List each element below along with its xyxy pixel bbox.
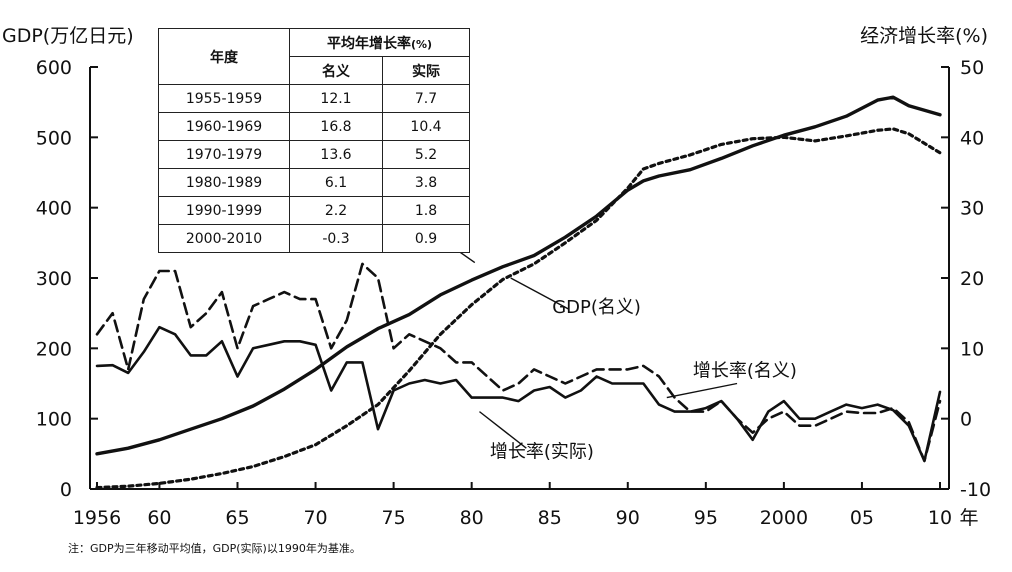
rate-header-unit: (%) <box>410 37 433 51</box>
series-line-1 <box>95 127 942 490</box>
left-tick-label: 0 <box>60 479 72 501</box>
right-tick-label: 10 <box>960 338 984 360</box>
table-cell-nominal: 13.6 <box>289 140 383 169</box>
x-tick-label: 95 <box>694 507 718 529</box>
x-tick-label: 70 <box>303 507 327 529</box>
table-cell-real: 0.9 <box>382 224 470 253</box>
table-cell-nominal: 2.2 <box>289 196 383 225</box>
table-cell-period: 2000-2010 <box>158 224 290 253</box>
right-tick-label: 30 <box>960 198 984 220</box>
axes: 0 100 200 300 400 500 600 -10 0 10 20 30 40 50 1956 60 6… <box>2 25 991 529</box>
series-line-0 <box>95 95 942 456</box>
table-row: 1990-1999 2.2 1.8 <box>158 196 470 225</box>
x-unit-label: 年 <box>959 507 978 529</box>
table-real-header: 实际 <box>382 56 470 85</box>
right-tick-label: 0 <box>960 409 972 431</box>
table-year-header: 年度 <box>158 28 290 85</box>
table-nominal-header: 名义 <box>289 56 383 85</box>
series-label: GDP(名义) <box>552 297 641 318</box>
x-tick-label: 90 <box>616 507 640 529</box>
table-cell-real: 7.7 <box>382 84 470 113</box>
table-cell-period: 1955-1959 <box>158 84 290 113</box>
table-cell-nominal: -0.3 <box>289 224 383 253</box>
table-cell-nominal: 12.1 <box>289 84 383 113</box>
table-cell-real: 5.2 <box>382 140 470 169</box>
right-tick-label: 20 <box>960 268 984 290</box>
table-cell-period: 1980-1989 <box>158 168 290 197</box>
growth-rate-table: 年度 平均年增长率(%) 名义 实际 1955-1959 12.1 7.7 19… <box>158 28 470 253</box>
x-tick-label: 75 <box>382 507 406 529</box>
table-cell-period: 1970-1979 <box>158 140 290 169</box>
chart-note: 注：GDP为三年移动平均值，GDP(实际)以1990年为基准。 <box>68 542 361 555</box>
table-rate-header: 平均年增长率(%) <box>289 28 470 57</box>
left-tick-label: 500 <box>36 127 72 149</box>
x-tick-label: 2000 <box>760 507 808 529</box>
table-cell-nominal: 16.8 <box>289 112 383 141</box>
series-layer <box>95 95 942 490</box>
left-tick-label: 300 <box>36 268 72 290</box>
x-tick-label: 1956 <box>73 507 121 529</box>
x-tick-label: 65 <box>225 507 249 529</box>
right-tick-label: 50 <box>960 57 984 79</box>
left-tick-label: 200 <box>36 338 72 360</box>
x-tick-label: 10 <box>928 507 952 529</box>
x-tick-label: 05 <box>850 507 874 529</box>
right-tick-label: 40 <box>960 127 984 149</box>
x-tick-label: 85 <box>538 507 562 529</box>
table-row: 1970-1979 13.6 5.2 <box>158 140 470 169</box>
series-line-2 <box>95 262 942 463</box>
table-cell-real: 10.4 <box>382 112 470 141</box>
table-row: 2000-2010 -0.3 0.9 <box>158 224 470 253</box>
left-tick-label: 600 <box>36 57 72 79</box>
left-axis-title: GDP(万亿日元) <box>2 25 134 47</box>
right-tick-label: -10 <box>960 479 991 501</box>
table-row: 1980-1989 6.1 3.8 <box>158 168 470 197</box>
series-label: 增长率(实际) <box>490 441 594 462</box>
table-row: 1955-1959 12.1 7.7 <box>158 84 470 113</box>
table-cell-real: 1.8 <box>382 196 470 225</box>
series-label-leader <box>510 277 569 310</box>
series-label-leader <box>479 411 527 449</box>
series-line-3 <box>95 325 942 463</box>
left-tick-label: 100 <box>36 409 72 431</box>
table-row: 1960-1969 16.8 10.4 <box>158 112 470 141</box>
left-tick-label: 400 <box>36 198 72 220</box>
table-cell-real: 3.8 <box>382 168 470 197</box>
series-label: 增长率(名义) <box>693 360 797 381</box>
x-tick-label: 80 <box>460 507 484 529</box>
rate-header-text: 平均年增长率 <box>326 35 411 52</box>
table-cell-period: 1990-1999 <box>158 196 290 225</box>
right-axis-title: 经济增长率(%) <box>860 25 988 47</box>
table-cell-nominal: 6.1 <box>289 168 383 197</box>
table-cell-period: 1960-1969 <box>158 112 290 141</box>
x-tick-label: 60 <box>147 507 171 529</box>
series-label-leader <box>666 382 738 399</box>
